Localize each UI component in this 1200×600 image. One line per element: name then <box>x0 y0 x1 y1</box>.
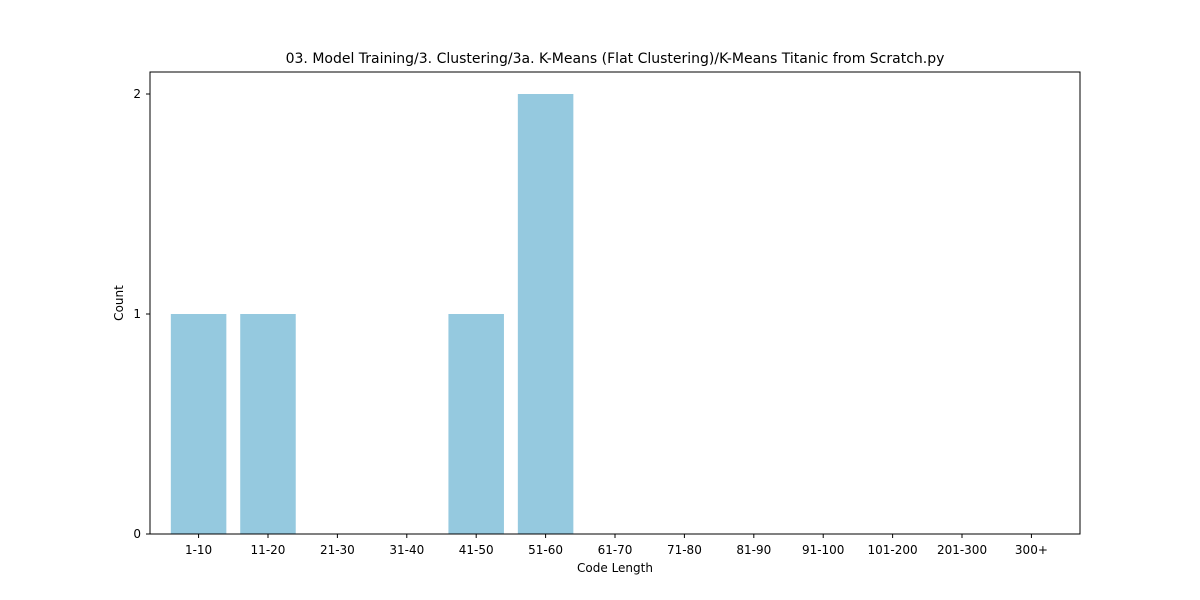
y-axis-label: Count <box>112 285 126 321</box>
y-tick-label: 1 <box>133 307 141 321</box>
y-tick-label: 2 <box>133 87 141 101</box>
bar-41-50 <box>448 314 504 534</box>
x-tick-label: 71-80 <box>667 543 702 557</box>
y-axis-ticks: 0 1 2 <box>133 87 150 541</box>
y-tick-label: 0 <box>133 527 141 541</box>
x-axis-label: Code Length <box>577 561 653 575</box>
x-tick-label: 51-60 <box>528 543 563 557</box>
x-axis-ticks: 1-10 11-20 21-30 31-40 41-50 51-60 61-70 71-80 8… <box>185 534 1048 557</box>
bar-51-60 <box>517 94 574 534</box>
x-tick-label: 41-50 <box>459 543 494 557</box>
x-tick-label: 81-90 <box>736 543 771 557</box>
bar-11-20 <box>240 314 296 534</box>
x-tick-label: 201-300 <box>937 543 987 557</box>
bar-1-10 <box>170 314 227 534</box>
x-tick-label: 61-70 <box>598 543 633 557</box>
plot-frame <box>149 71 1081 535</box>
x-tick-label: 1-10 <box>185 543 212 557</box>
x-tick-label: 31-40 <box>389 543 424 557</box>
x-tick-label: 21-30 <box>320 543 355 557</box>
chart-title: 03. Model Training/3. Clustering/3a. K-M… <box>286 51 945 67</box>
x-tick-label: 300+ <box>1015 543 1048 557</box>
x-tick-label: 101-200 <box>868 543 918 557</box>
x-tick-label: 11-20 <box>251 543 286 557</box>
x-tick-label: 91-100 <box>802 543 845 557</box>
bars-group <box>170 94 574 534</box>
